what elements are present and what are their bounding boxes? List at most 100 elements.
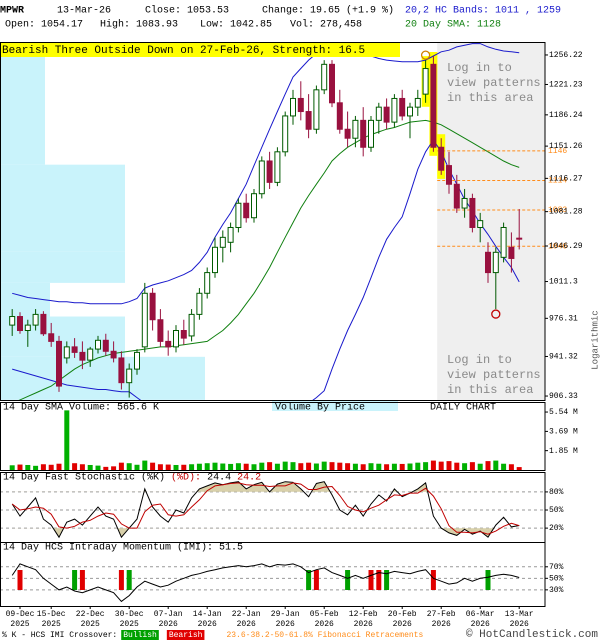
volume-bar <box>376 463 382 470</box>
candle-body <box>235 202 242 228</box>
annotation: in this area <box>447 383 533 397</box>
candle-body <box>414 97 421 108</box>
y-tick-label: 1256.22 <box>549 51 583 60</box>
candle-body <box>282 115 289 153</box>
candle-body <box>87 348 94 361</box>
candle-body <box>258 160 265 195</box>
candle-body <box>492 251 499 274</box>
volume-bar <box>462 463 468 470</box>
fib-label: 1114 <box>548 177 567 186</box>
volume-bar <box>181 464 187 470</box>
x-tick-year: 2026 <box>159 620 178 629</box>
header-close: Close: 1053.53 <box>145 5 229 17</box>
x-tick-year: 2025 <box>81 620 100 629</box>
y-tick-label: 1046.29 <box>549 242 583 251</box>
x-tick-year: 2025 <box>120 620 139 629</box>
volume-bar <box>173 464 179 470</box>
candle-body <box>321 63 328 91</box>
volume-bar <box>111 466 117 470</box>
x-tick-year: 2026 <box>354 620 373 629</box>
volume-bar <box>485 461 491 470</box>
panel-2 <box>0 481 545 539</box>
volume-bar <box>274 463 280 470</box>
x-tick-label: 29-Jan <box>271 610 300 619</box>
candle-body <box>329 63 335 104</box>
volume-bar <box>103 466 109 470</box>
x-tick-label: 06-Mar <box>466 610 495 619</box>
vbp-label-bg <box>272 401 398 411</box>
x-tick-year: 2025 <box>10 620 29 629</box>
candle-body <box>134 351 140 370</box>
volume-bar <box>399 463 405 470</box>
y-tick-label: 80% <box>549 488 564 497</box>
candle-body <box>188 313 195 337</box>
candle-body <box>180 330 187 339</box>
volume-bar <box>321 461 327 470</box>
panel-title: (%K) <box>141 472 165 484</box>
annotation: Log in to <box>447 61 512 75</box>
y-tick-label: 1.85 M <box>549 447 578 456</box>
panel-1 <box>9 410 522 470</box>
indicator-line <box>11 482 520 535</box>
x-tick-year: 2026 <box>510 620 529 629</box>
y-tick-label: 941.32 <box>549 353 578 362</box>
volume-bar <box>87 464 93 470</box>
volume-bar <box>64 410 70 470</box>
volume-bar <box>329 462 335 470</box>
volume-bar <box>391 463 397 470</box>
y-tick-label: 1011.3 <box>549 278 578 287</box>
volume-bar <box>118 462 124 470</box>
fib-label: 1046 <box>548 242 567 251</box>
volume-bar <box>40 464 46 470</box>
candle-body <box>274 151 281 183</box>
panel-border <box>0 542 546 607</box>
annotation: view patterns <box>447 76 541 90</box>
signals-title: % K - HCS IMI Crossover: <box>2 631 117 640</box>
candle-body <box>204 272 211 294</box>
fib-label: 1146 <box>548 147 567 156</box>
restricted-area <box>437 42 545 400</box>
volume-bar <box>235 463 241 470</box>
candle-body <box>126 368 133 384</box>
crossover-signal <box>313 570 319 590</box>
candle-body <box>368 119 374 148</box>
x-tick-label: 14-Jan <box>193 610 222 619</box>
volume-bar <box>516 467 522 470</box>
candle-body <box>336 102 343 130</box>
x-tick-label: 22-Jan <box>232 610 261 619</box>
y-tick-label: 30% <box>549 586 564 595</box>
x-tick-label: 07-Jan <box>154 610 183 619</box>
crossover-signal <box>485 570 491 590</box>
crossover-signal <box>368 570 374 590</box>
volume-bar <box>501 463 507 470</box>
volume-by-price-bar <box>0 356 205 400</box>
candle-body <box>32 313 39 326</box>
legend-entry: 20 Day SMA: 1128 <box>405 20 501 31</box>
candle-body <box>375 106 382 121</box>
y-tick-label: 1151.26 <box>549 142 583 151</box>
x-tick-year: 2026 <box>198 620 217 629</box>
candle-body <box>173 330 179 348</box>
candle-body <box>56 340 62 387</box>
candle-body <box>407 106 413 117</box>
x-tick-year: 2026 <box>237 620 256 629</box>
crossover-signal <box>376 570 382 590</box>
candle-body <box>17 316 23 332</box>
volume-bar <box>267 462 273 470</box>
y-tick-label: 1081.28 <box>549 208 583 217</box>
volume-bar <box>33 465 39 470</box>
volume-bar <box>508 464 514 470</box>
y-tick-label: 20% <box>549 524 564 533</box>
crossover-signal <box>306 570 312 590</box>
y-tick-label: 1116.27 <box>549 174 583 183</box>
x-tick-label: 05-Feb <box>310 610 339 619</box>
panel-3 <box>0 563 545 603</box>
header-volume: Vol: 278,458 <box>290 19 362 31</box>
volume-bar <box>313 463 319 470</box>
candle-body <box>477 220 484 228</box>
volume-bar <box>454 462 460 470</box>
y-tick-label: 5.54 M <box>549 408 578 417</box>
candle-body <box>352 119 359 139</box>
candle-body <box>102 339 109 352</box>
